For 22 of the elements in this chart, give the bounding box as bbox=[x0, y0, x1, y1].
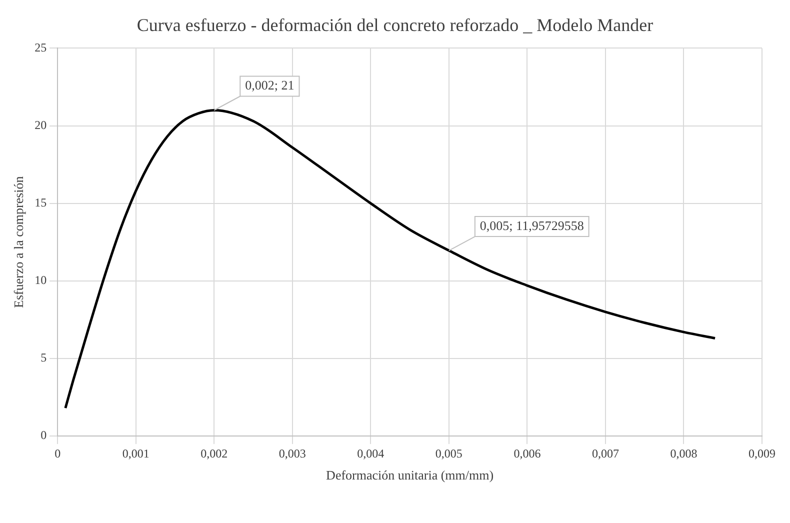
x-axis-title: Deformación unitaria (mm/mm) bbox=[326, 468, 494, 483]
x-tick-label: 0,007 bbox=[592, 446, 619, 460]
annotation: 0,002; 21 bbox=[245, 78, 294, 93]
x-tick-label: 0,004 bbox=[357, 446, 384, 460]
x-tick-label: 0,009 bbox=[748, 446, 776, 460]
x-tick-label: 0,002 bbox=[200, 446, 228, 460]
y-tick-label: 0 bbox=[40, 428, 47, 442]
line-series bbox=[64, 109, 716, 410]
x-tick-label: 0,005 bbox=[435, 446, 462, 460]
x-tick-label: 0,001 bbox=[122, 446, 150, 460]
y-tick-label: 15 bbox=[34, 195, 47, 210]
x-tick-label: 0 bbox=[54, 446, 61, 460]
y-tick-label: 10 bbox=[34, 273, 47, 288]
chart-title: Curva esfuerzo - deformación del concreto reforzado _ Modelo Mander bbox=[136, 14, 654, 37]
y-tick-label: 25 bbox=[34, 40, 47, 54]
y-tick-label: 20 bbox=[34, 118, 47, 132]
x-tick-label: 0,006 bbox=[514, 446, 541, 460]
x-tick-label: 0,008 bbox=[670, 446, 698, 460]
annotation: 0,005; 11,95729558 bbox=[480, 218, 584, 233]
y-axis-title: Esfuerzo a la compresión bbox=[11, 176, 26, 308]
x-tick-label: 0,003 bbox=[278, 446, 306, 460]
y-tick-label: 5 bbox=[40, 350, 47, 365]
